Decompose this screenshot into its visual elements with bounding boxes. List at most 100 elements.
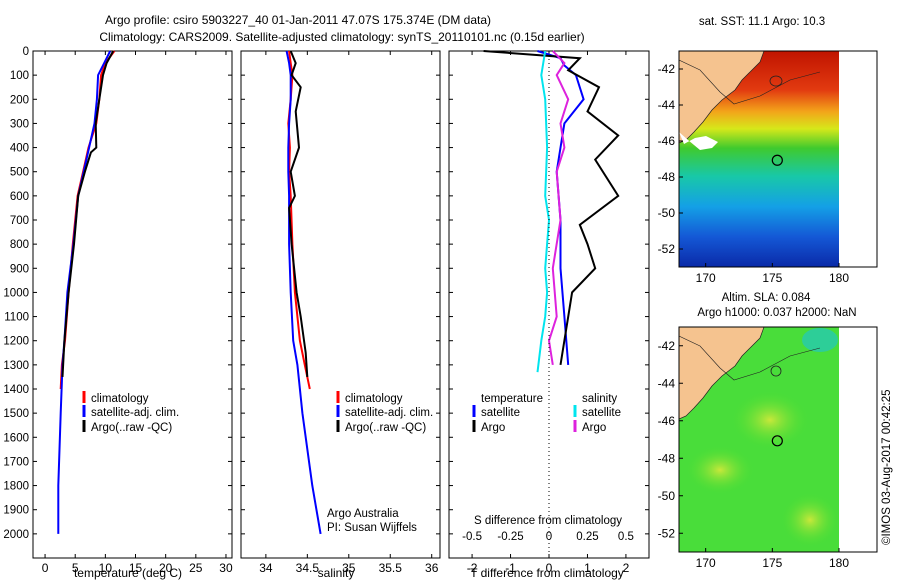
map-y-tick-label: -42 xyxy=(658,339,676,353)
y-tick-label: 800 xyxy=(10,239,29,251)
top-tick-label: 0 xyxy=(546,531,552,543)
sst-map: sat. SST: 11.1 Argo: 10.3 xyxy=(678,16,878,268)
x-tick-label: 35 xyxy=(342,561,356,575)
map-y-tick-label: -46 xyxy=(658,414,676,428)
y-tick-label: 1700 xyxy=(3,456,29,468)
sla-high-patch xyxy=(685,445,755,495)
sla-map: Altim. SLA: 0.084 Argo h1000: 0.037 h200… xyxy=(678,292,878,553)
x-tick-label: 2 xyxy=(623,561,630,575)
top-tick-label: 0.25 xyxy=(576,531,598,543)
temperature-chart: 0 5 10 15 20 25 300100200300400500600700800900… xyxy=(3,46,233,575)
map-x-tick-label: 170 xyxy=(696,556,716,570)
s-difference-label: S difference from climatology xyxy=(474,515,622,527)
x-tick-label: -2 xyxy=(467,561,478,575)
seamount-contour xyxy=(769,75,783,87)
x-tick-label: 25 xyxy=(189,561,203,575)
legend-label-argo: Argo(..raw -QC) xyxy=(345,422,426,434)
y-tick-label: 300 xyxy=(10,118,29,130)
legend-label-climatology: climatology xyxy=(345,393,403,405)
y-tick-label: 1100 xyxy=(4,312,29,324)
x-tick-label: 10 xyxy=(99,561,113,575)
legend-title-salinity: salinity xyxy=(582,393,617,405)
y-tick-label: 100 xyxy=(10,70,29,82)
difference-chart: -2 -1 0 1 2 -0.5 -0.25 0 0.25 0.5 xyxy=(449,50,649,575)
map-y-tick-label: -44 xyxy=(658,98,676,112)
sla-high-patch xyxy=(780,492,839,548)
salinity-panel xyxy=(240,50,441,559)
legend-label-climatology: climatology xyxy=(91,393,149,405)
legend-title-temperature: temperature xyxy=(481,393,543,405)
series-line-satellite-adj-clim- xyxy=(285,50,322,535)
map-y-tick-label: -48 xyxy=(658,451,676,465)
map-y-tick-label: -44 xyxy=(658,376,676,390)
legend-label-temp-argo: Argo xyxy=(481,422,505,434)
title-line1: Argo profile: csiro 5903227_40 01-Jan-20… xyxy=(105,13,491,27)
y-tick-label: 1600 xyxy=(3,432,29,444)
sla-texture xyxy=(679,327,839,548)
argo-position-marker xyxy=(771,435,783,447)
temperature-legend: climatology satellite-adj. clim. Argo(..… xyxy=(82,391,179,434)
x-tick-label: 36 xyxy=(425,561,439,575)
y-tick-label: 1400 xyxy=(3,384,29,396)
map-x-tick-label: 175 xyxy=(762,556,782,570)
y-tick-label: 1000 xyxy=(3,287,29,299)
pi-text: PI: Susan Wijffels xyxy=(327,522,417,534)
bathymetry-contour xyxy=(679,335,821,381)
y-tick-label: 1500 xyxy=(3,408,29,420)
sla-map-subtitle: Argo h1000: 0.037 h2000: NaN xyxy=(697,307,856,319)
map-y-tick-label: -52 xyxy=(658,242,676,256)
y-tick-label: 400 xyxy=(10,143,29,155)
argo-position-marker xyxy=(771,154,783,166)
top-tick-label: -0.5 xyxy=(462,531,482,543)
x-tick-label: 5 xyxy=(72,561,79,575)
map-y-tick-label: -50 xyxy=(658,206,676,220)
map-y-tick-label: -48 xyxy=(658,170,676,184)
y-tick-label: 600 xyxy=(10,191,29,203)
y-tick-label: 900 xyxy=(10,263,29,275)
bathymetry-contour xyxy=(679,59,821,105)
south-island-land xyxy=(679,327,765,420)
x-tick-label: 20 xyxy=(159,561,173,575)
no-data-patch xyxy=(679,132,718,150)
series-line-argo-raw-qc- xyxy=(61,50,115,377)
t-difference-axis-label: T difference from climatology xyxy=(470,566,624,580)
temperature-panel xyxy=(32,50,233,559)
temperature-axis-label: temperature (deg C) xyxy=(74,566,182,580)
legend-label-satellite: satellite-adj. clim. xyxy=(345,407,433,419)
sst-land xyxy=(679,51,821,150)
salinity-chart: 34 34.5 35 35.5 36 xyxy=(241,50,440,575)
legend-label-sal-argo: Argo xyxy=(582,422,606,434)
salinity-legend: climatology satellite-adj. clim. Argo(..… xyxy=(327,391,433,534)
x-tick-label: 34 xyxy=(259,561,273,575)
salinity-axis-label: salinity xyxy=(318,566,355,580)
series-line-satellite-adj-clim- xyxy=(57,50,112,534)
y-tick-label: 500 xyxy=(10,167,29,179)
legend-label-satellite: satellite-adj. clim. xyxy=(91,407,179,419)
x-tick-label: 35.5 xyxy=(379,561,403,575)
y-tick-label: 0 xyxy=(23,46,29,58)
y-tick-label: 1200 xyxy=(3,336,29,348)
y-tick-label: 200 xyxy=(10,94,29,106)
y-tick-label: 700 xyxy=(10,215,29,227)
y-tick-label: 1300 xyxy=(3,360,29,372)
legend-label-argo: Argo(..raw -QC) xyxy=(91,422,172,434)
series-line-argo-raw-qc- xyxy=(288,50,309,377)
map-y-tick-label: -42 xyxy=(658,62,676,76)
credit-text: Argo Australia xyxy=(327,508,399,520)
legend-label-temp-satellite: satellite xyxy=(481,407,520,419)
map-x-tick-label: 170 xyxy=(696,271,716,285)
sla-low-patch xyxy=(802,328,838,352)
y-tick-label: 2000 xyxy=(3,529,29,541)
x-tick-label: 34.5 xyxy=(296,561,320,575)
x-tick-label: 30 xyxy=(219,561,233,575)
map-axes: 170 175 180 -42 -44 -46 -48 -50 -52 170 175 180 -42 -… xyxy=(658,62,850,570)
top-tick-label: -0.25 xyxy=(497,531,523,543)
map-x-tick-label: 180 xyxy=(829,271,849,285)
sla-high-patch xyxy=(730,390,810,450)
y-tick-label: 1900 xyxy=(3,505,29,517)
x-tick-label: 0 xyxy=(42,561,49,575)
map-x-tick-label: 180 xyxy=(829,556,849,570)
sla-map-frame xyxy=(678,326,878,553)
difference-legend: temperature salinity satellite Argo sate… xyxy=(472,393,622,527)
